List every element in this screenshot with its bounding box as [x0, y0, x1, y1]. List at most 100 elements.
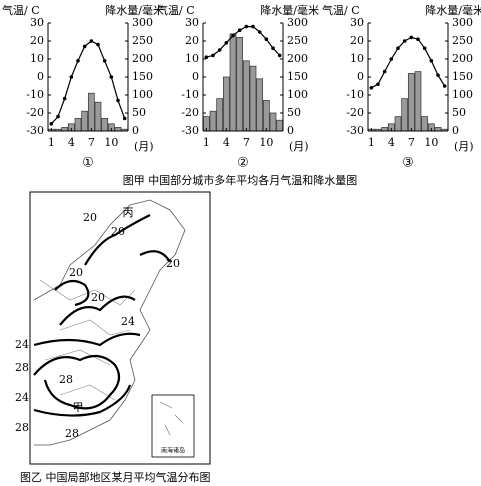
precip-bar [256, 78, 264, 132]
temp-point [217, 48, 222, 52]
y-tick-label: 10 [185, 52, 199, 65]
y2-tick-label: 250 [287, 34, 308, 47]
map-label: 28 [15, 421, 29, 434]
temp-point [224, 41, 229, 45]
precip-bar [114, 127, 122, 132]
temp-point [102, 59, 107, 63]
chart-label: ③ [402, 156, 414, 171]
temp-point [436, 73, 440, 77]
precip-bar [414, 71, 422, 132]
y-tick-label: -10 [346, 88, 364, 101]
x-axis-label: (月) [454, 140, 474, 153]
y-tick-label: 30 [30, 16, 44, 29]
y2-tick-label: 300 [287, 16, 308, 29]
y2-tick-label: 250 [132, 34, 153, 47]
y2-tick-label: 200 [132, 52, 153, 65]
map-label: 丙 [123, 206, 134, 219]
x-axis-label: (月) [134, 140, 154, 153]
coastline [33, 199, 186, 446]
temp-point [396, 46, 400, 50]
y-axis-label: 气温/ C [157, 3, 195, 17]
y-tick-label: -20 [26, 106, 44, 119]
temp-point [109, 75, 114, 79]
precip-bar [222, 76, 230, 132]
y-tick-label: 0 [192, 70, 199, 83]
y2-tick-label: 100 [287, 88, 308, 101]
x-tick-label: 4 [388, 136, 395, 149]
precip-bar [262, 100, 270, 132]
temp-point [89, 39, 94, 43]
map-label: 24 [15, 338, 29, 351]
precip-bar [434, 127, 442, 132]
temp-line [371, 36, 446, 89]
temp-point [56, 114, 60, 119]
temp-point [251, 24, 255, 29]
caption-a: 图甲 中国部分城市多年平均各月气温和降水量图 [123, 173, 358, 187]
x-tick-label: 10 [424, 136, 438, 149]
temp-point [204, 55, 209, 59]
y-tick-label: 30 [185, 16, 199, 29]
isotherm-20 [54, 214, 171, 326]
y2-tick-label: 0 [452, 124, 459, 137]
y-tick-label: -10 [26, 88, 44, 101]
precip-bar [81, 110, 89, 132]
map-label: 20 [91, 291, 105, 304]
x-tick-label: 10 [259, 136, 273, 149]
inset-islands [159, 401, 183, 436]
precip-bar [394, 116, 402, 132]
y-tick-label: 0 [357, 70, 364, 83]
y2-tick-label: 50 [452, 106, 466, 119]
y2-tick-label: 200 [452, 52, 473, 65]
y2-tick-label: 150 [287, 70, 308, 83]
temp-point [116, 98, 120, 103]
map-label: 20 [111, 225, 125, 238]
temp-point [231, 33, 235, 38]
y-tick-label: -10 [181, 88, 199, 101]
temp-point [49, 122, 54, 126]
x-tick-label: 4 [223, 136, 230, 149]
precip-bar [216, 98, 224, 132]
temp-point [376, 82, 380, 86]
map-label: 20 [83, 211, 97, 224]
temp-point [409, 35, 414, 40]
temp-line [50, 40, 126, 125]
y2-tick-label: 250 [452, 34, 473, 47]
map-label: 20 [69, 266, 83, 279]
x-tick-label: 7 [88, 136, 95, 149]
y2-tick-label: 0 [287, 124, 294, 137]
temp-point [277, 53, 282, 58]
x-tick-label: 1 [368, 136, 375, 149]
x-tick-label: 1 [48, 136, 55, 149]
map-label: 28 [65, 427, 79, 440]
map-label: 28 [15, 361, 29, 374]
precip-bar [276, 119, 284, 132]
y-tick-label: 30 [350, 16, 364, 29]
temp-point [82, 44, 87, 49]
temp-point [237, 28, 242, 32]
isotherm-28 [33, 354, 132, 417]
chart-label: ① [82, 156, 94, 171]
temp-point [62, 96, 67, 101]
y2-tick-label: 150 [132, 70, 153, 83]
y2-tick-label: 200 [287, 52, 308, 65]
y-tick-label: -20 [181, 106, 199, 119]
map-label: 20 [166, 257, 180, 270]
precip-bar [74, 118, 82, 132]
boundaries [39, 279, 136, 401]
y-tick-label: -20 [346, 106, 364, 119]
x-tick-label: 10 [104, 136, 118, 149]
temp-point [257, 30, 262, 34]
y-axis-label: 气温/ C [322, 3, 360, 17]
precip-bar [249, 65, 257, 132]
precip-bar [242, 60, 250, 132]
map-label: 24 [121, 315, 135, 328]
precip-bar [94, 101, 102, 132]
y-tick-label: 20 [350, 34, 364, 47]
map-label: 24 [15, 391, 29, 404]
y2-tick-label: 100 [132, 88, 153, 101]
precip-bar [61, 127, 69, 132]
inset-frame [151, 394, 195, 458]
